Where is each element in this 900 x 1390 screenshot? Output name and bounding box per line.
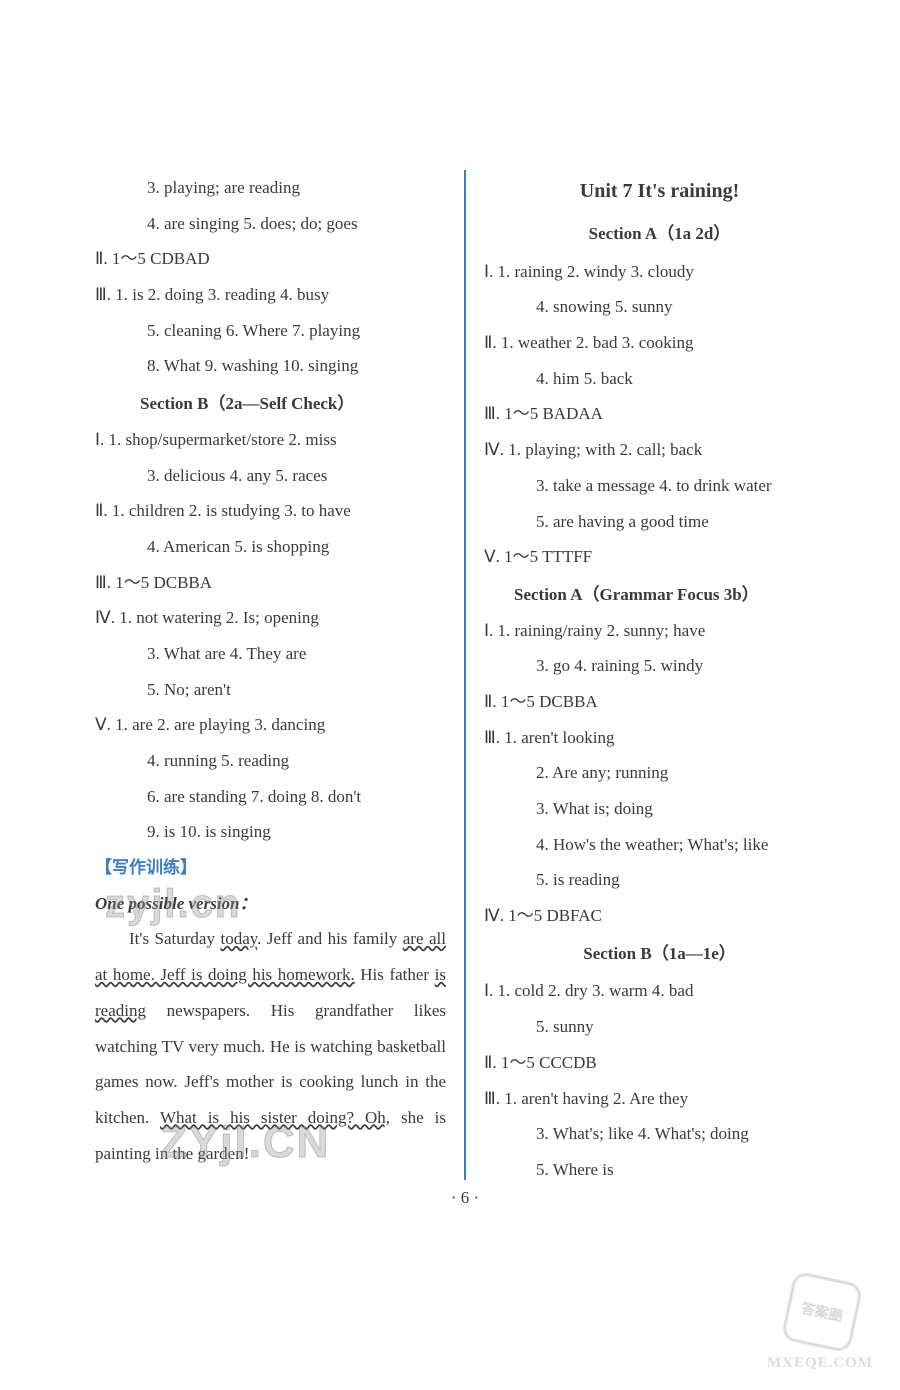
answer-line: 5. No; aren't — [95, 672, 446, 708]
section-b-header: Section B（2a—Self Check） — [95, 386, 446, 422]
answer-line: 2. Are any; running — [484, 755, 835, 791]
answer-line: 5. Where is — [484, 1152, 835, 1188]
watermark-text-2: ZYjl.CN — [160, 1118, 330, 1168]
answer-line: Ⅰ. 1. raining/rainy 2. sunny; have — [484, 613, 835, 649]
answer-line: 5. are having a good time — [484, 504, 835, 540]
answer-line: Ⅳ. 1. not watering 2. Is; opening — [95, 600, 446, 636]
answer-line: 5. is reading — [484, 862, 835, 898]
essay-wavy-text: today — [220, 929, 257, 948]
answer-line: 5. cleaning 6. Where 7. playing — [95, 313, 446, 349]
answer-line: 3. What's; like 4. What's; doing — [484, 1116, 835, 1152]
watermark-badge-square: 答案圈 — [780, 1270, 863, 1353]
answer-line: Ⅳ. 1. playing; with 2. call; back — [484, 432, 835, 468]
answer-line: Ⅰ. 1. shop/supermarket/store 2. miss — [95, 422, 446, 458]
answer-line: Ⅲ. 1. aren't looking — [484, 720, 835, 756]
answer-line: 8. What 9. washing 10. singing — [95, 348, 446, 384]
answer-line: Ⅰ. 1. raining 2. windy 3. cloudy — [484, 254, 835, 290]
answer-line: Ⅲ. 1. aren't having 2. Are they — [484, 1081, 835, 1117]
watermark-domain: MXEQE.COM — [767, 1355, 873, 1372]
answer-line: Ⅲ. 1～5 BADAA — [484, 396, 835, 432]
answer-line: Ⅰ. 1. cold 2. dry 3. warm 4. bad — [484, 973, 835, 1009]
essay-text: His father — [355, 965, 435, 984]
answer-line: 3. playing; are reading — [95, 170, 446, 206]
answer-line: Ⅴ. 1. are 2. are playing 3. dancing — [95, 707, 446, 743]
section-a2-header: Section A（Grammar Focus 3b） — [484, 577, 835, 613]
answer-line: Ⅲ. 1. is 2. doing 3. reading 4. busy — [95, 277, 446, 313]
unit-header: Unit 7 It's raining! — [484, 170, 835, 212]
answer-line: 3. delicious 4. any 5. races — [95, 458, 446, 494]
writing-label: 【写作训练】 — [95, 850, 446, 886]
left-column: 3. playing; are reading4. are singing 5.… — [95, 170, 466, 1180]
answer-line: 4. snowing 5. sunny — [484, 289, 835, 325]
answer-line: Ⅱ. 1. weather 2. bad 3. cooking — [484, 325, 835, 361]
essay-text: . Jeff and his family — [257, 929, 403, 948]
answer-line: Ⅴ. 1～5 TTTFF — [484, 539, 835, 575]
answer-line: 3. take a message 4. to drink water — [484, 468, 835, 504]
answer-line: 3. go 4. raining 5. windy — [484, 648, 835, 684]
answer-line: Ⅳ. 1～5 DBFAC — [484, 898, 835, 934]
page-number: · 6 · — [95, 1188, 835, 1208]
answer-line: 4. him 5. back — [484, 361, 835, 397]
answer-line: 4. are singing 5. does; do; goes — [95, 206, 446, 242]
answer-line: 9. is 10. is singing — [95, 814, 446, 850]
answer-line: 4. running 5. reading — [95, 743, 446, 779]
answer-line: 4. How's the weather; What's; like — [484, 827, 835, 863]
columns-container: 3. playing; are reading4. are singing 5.… — [95, 170, 835, 1180]
answer-line: Ⅱ. 1. children 2. is studying 3. to have — [95, 493, 446, 529]
answer-line: Ⅲ. 1～5 DCBBA — [95, 565, 446, 601]
answer-line: Ⅱ. 1～5 CCCDB — [484, 1045, 835, 1081]
answer-line: 5. sunny — [484, 1009, 835, 1045]
essay-text: It's Saturday — [129, 929, 220, 948]
answer-line: 3. What are 4. They are — [95, 636, 446, 672]
watermark-badge: 答案圈 MXEQE.COM — [767, 1277, 882, 1372]
answer-line: 4. American 5. is shopping — [95, 529, 446, 565]
section-a1-header: Section A（1a 2d） — [484, 216, 835, 252]
section-b1-header: Section B（1a—1e） — [484, 936, 835, 972]
answer-line: Ⅱ. 1～5 DCBBA — [484, 684, 835, 720]
answer-line: 6. are standing 7. doing 8. don't — [95, 779, 446, 815]
watermark-text-1: zyjl.cn — [105, 882, 241, 927]
right-column: Unit 7 It's raining! Section A（1a 2d） Ⅰ.… — [466, 170, 835, 1180]
answer-line: Ⅱ. 1～5 CDBAD — [95, 241, 446, 277]
answer-line: 3. What is; doing — [484, 791, 835, 827]
